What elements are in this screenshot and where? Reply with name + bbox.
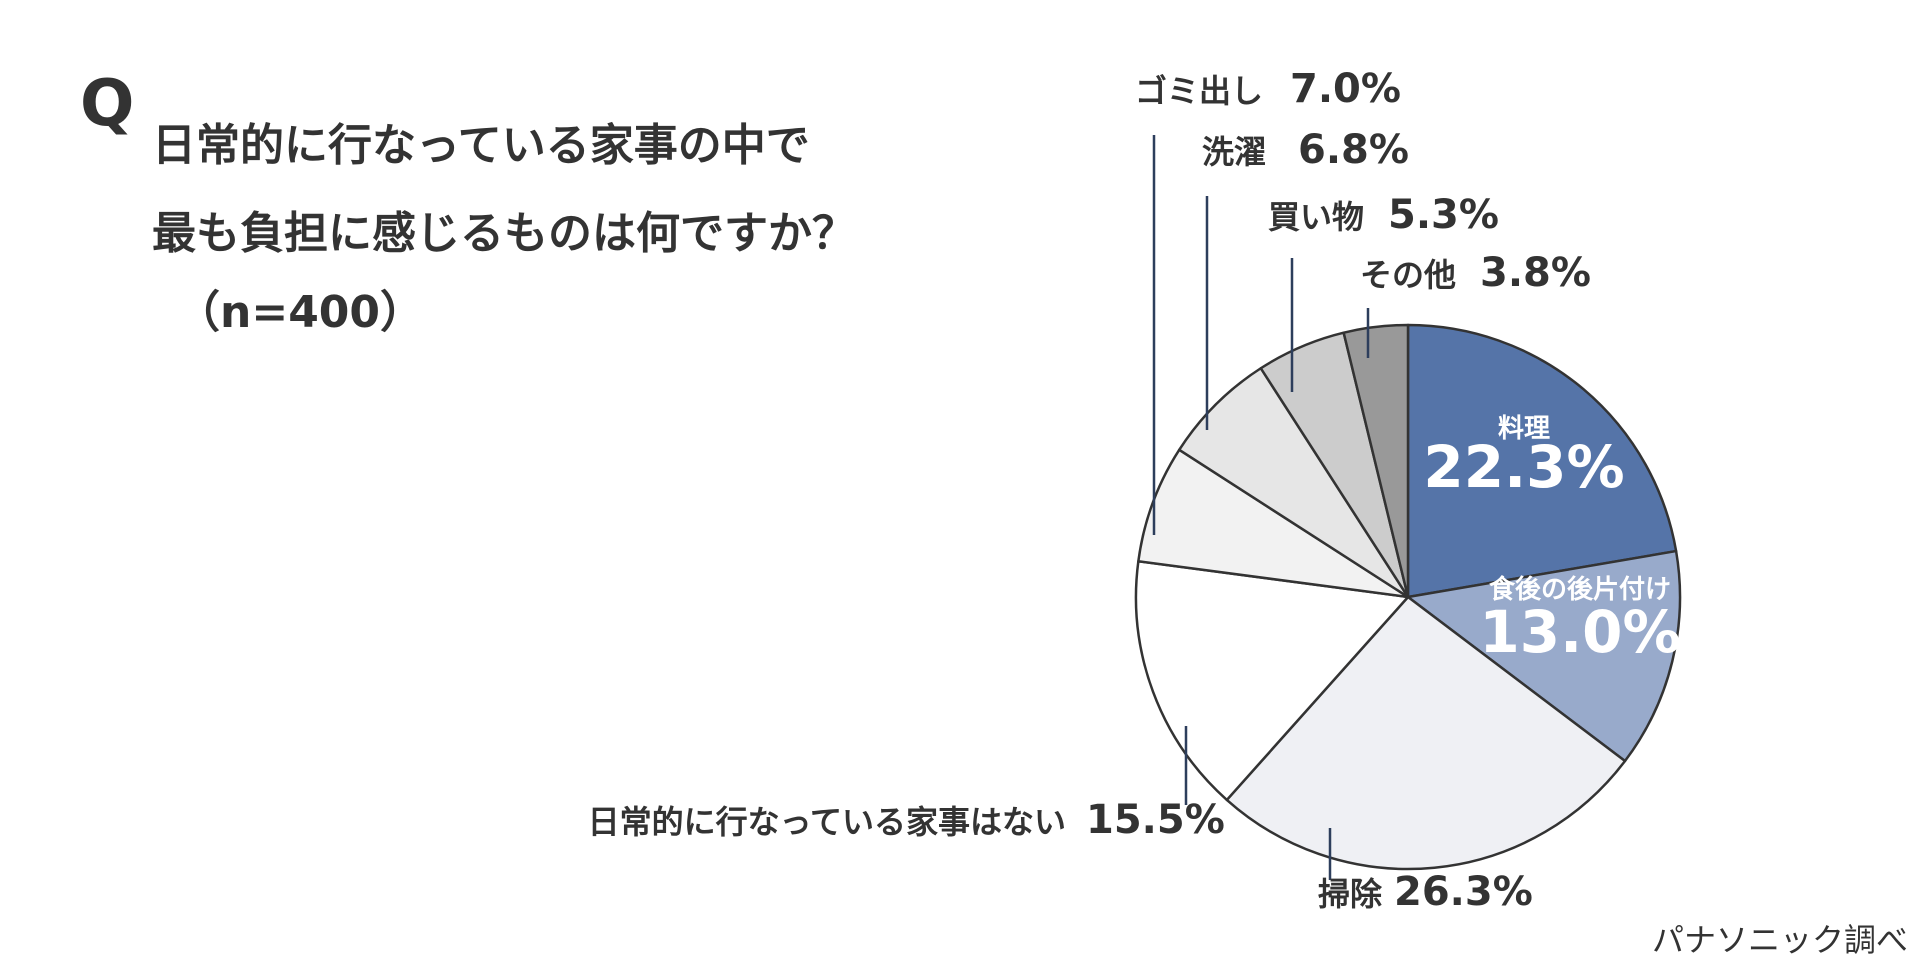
pie-slice-5 <box>1178 367 1410 599</box>
pie-slices <box>1134 323 1682 871</box>
slice-label-7: その他 <box>1360 256 1456 294</box>
slice-label-0: 料理 <box>1498 414 1550 444</box>
pie-slice-0 <box>1406 323 1678 599</box>
slice-value-3: 15.5% <box>1086 797 1225 843</box>
pie-slice-1 <box>1406 549 1682 763</box>
sample-size: （n=400） <box>176 287 425 338</box>
source-note: パナソニック調べ <box>1651 921 1908 959</box>
pie-slice-4 <box>1137 448 1410 599</box>
slice-value-5: 6.8% <box>1298 127 1409 173</box>
slice-label-2: 掃除 <box>1318 875 1383 913</box>
pie-slice-3 <box>1134 559 1410 802</box>
slice-label-5: 洗濯 <box>1202 133 1266 171</box>
slice-label-3: 日常的に行なっている家事はない <box>588 803 1066 841</box>
question-line-1: 日常的に行なっている家事の中で <box>152 120 810 171</box>
slice-value-4: 7.0% <box>1290 66 1401 112</box>
slice-value-0: 22.3% <box>1423 433 1624 501</box>
slice-value-6: 5.3% <box>1388 192 1499 238</box>
slice-value-1: 13.0% <box>1479 598 1680 666</box>
question-mark: Q <box>80 67 135 141</box>
slice-value-7: 3.8% <box>1480 250 1591 296</box>
leader-lines <box>1152 135 1370 880</box>
slice-value-2: 26.3% <box>1394 869 1533 915</box>
pie-slice-7 <box>1342 323 1410 599</box>
question-text: 日常的に行なっている家事の中で 最も負担に感じるものは何ですか？ （n=400） <box>152 102 856 348</box>
slice-label-6: 買い物 <box>1268 198 1364 236</box>
question-line-2: 最も負担に感じるものは何ですか？ <box>152 208 856 259</box>
slice-label-1: 食後の後片付け <box>1489 574 1671 605</box>
pie-slice-2 <box>1225 595 1627 871</box>
slice-label-4: ゴミ出し <box>1135 72 1263 110</box>
